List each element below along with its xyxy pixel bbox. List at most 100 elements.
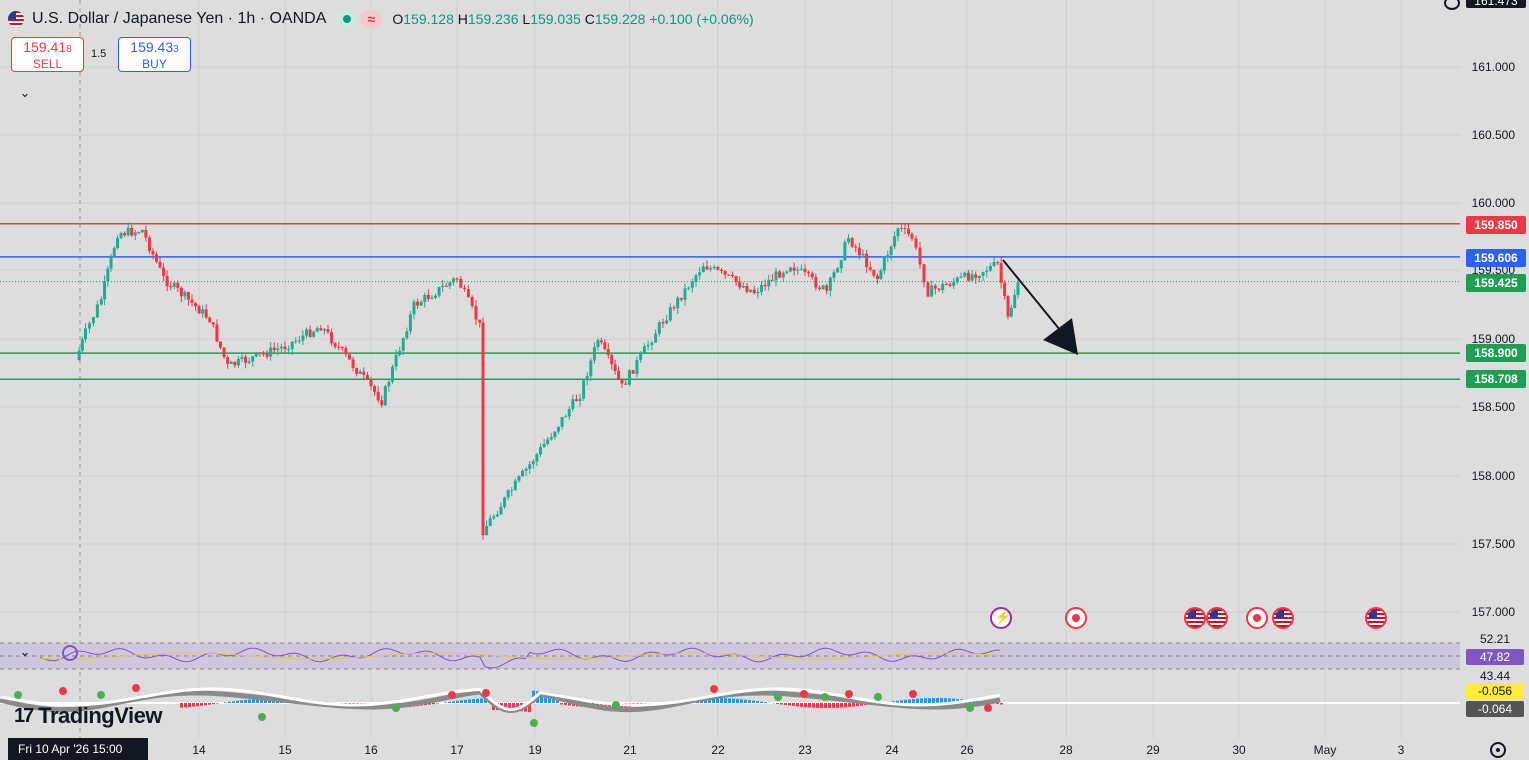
candle [785, 271, 789, 273]
candle [373, 386, 377, 392]
symbol-title[interactable]: U.S. Dollar / Japanese Yen · 1h · OANDA [32, 10, 327, 27]
macd-hist-bar [540, 691, 543, 703]
candle [868, 267, 872, 270]
candle [712, 266, 716, 269]
candle [914, 238, 918, 248]
us-event-icon[interactable] [1184, 607, 1206, 629]
macd-hist-bar [428, 703, 431, 705]
candle [215, 324, 219, 342]
candle [109, 256, 113, 269]
candle [879, 270, 883, 279]
candle [276, 348, 280, 351]
macd-hist-bar [856, 703, 859, 707]
candle [430, 297, 434, 299]
add-alert-icon[interactable] [1444, 0, 1460, 10]
candles [77, 222, 1020, 540]
macd-cross-dot [530, 719, 538, 727]
macd-hist-bar [444, 702, 447, 703]
macd-cross-dot [845, 690, 853, 698]
candle [408, 314, 412, 332]
macd-hist-bar [560, 703, 563, 705]
candle [165, 275, 169, 287]
candle [455, 278, 459, 280]
candle [106, 268, 110, 282]
lightning-event-icon[interactable] [990, 607, 1012, 629]
macd-hist-bar [840, 703, 843, 708]
candle [481, 322, 485, 536]
candle [567, 409, 571, 417]
macd-hist-bar [756, 701, 759, 703]
macd-hist-bar [932, 698, 935, 703]
settings-gear-icon[interactable] [1490, 742, 1506, 758]
macd-cross-dot [14, 691, 22, 699]
candle [803, 268, 807, 272]
candle [416, 301, 420, 306]
candle [513, 480, 517, 491]
candle [639, 352, 643, 360]
candle [1003, 282, 1007, 296]
time-label: 24 [885, 743, 899, 757]
candle [169, 286, 173, 288]
candle [510, 490, 514, 492]
candle [723, 270, 727, 275]
candle [201, 309, 205, 314]
rsi-collapse-chevron-icon[interactable]: ⌄ [19, 644, 31, 659]
candle [642, 346, 646, 353]
candle [283, 346, 287, 350]
macd-hist-bar [228, 701, 231, 703]
macd-hist-bar [848, 703, 851, 707]
event-marker-icon[interactable] [1065, 607, 1087, 629]
candle [977, 275, 981, 279]
candle [337, 346, 341, 348]
buy-button[interactable]: 159.433 BUY [118, 37, 191, 72]
ohlc-values: O159.128 H159.236 L159.035 C159.228 +0.1… [392, 11, 754, 27]
candle [546, 439, 550, 445]
collapse-chevron-icon[interactable]: ⌄ [19, 85, 31, 100]
level-tag-159606: 159.606 [1466, 249, 1526, 267]
macd-line [0, 687, 1001, 712]
macd-hist-bar [464, 699, 467, 703]
approx-icon[interactable]: ≈ [360, 10, 383, 28]
candle [405, 331, 409, 339]
candle [140, 230, 144, 233]
rsi-lower-tag: 43.44 [1479, 669, 1511, 683]
macd-hist-bar [904, 699, 907, 703]
candle [730, 274, 734, 277]
event-marker-icon[interactable] [1246, 607, 1268, 629]
sell-button[interactable]: 159.418 SELL [11, 37, 84, 72]
macd-hist-bar [836, 703, 839, 708]
macd-hist-bar [860, 703, 863, 706]
candle [488, 518, 492, 526]
macd-hist-bar [224, 702, 227, 703]
macd-hist-bar [204, 703, 207, 706]
candle [258, 352, 262, 354]
candle [839, 260, 843, 269]
time-label: 19 [528, 743, 542, 757]
candle [963, 272, 967, 277]
macd-hist-bar [796, 703, 799, 707]
macd-hist-bar [212, 703, 215, 705]
crosshair-time-label: Fri 10 Apr '26 15:00 [8, 738, 148, 760]
candle [799, 268, 803, 270]
us-event-icon[interactable] [1365, 607, 1387, 629]
candle [112, 248, 116, 257]
price-tick: 160.000 [1471, 196, 1515, 210]
macd-hist-bar [264, 698, 267, 703]
candle [944, 283, 948, 285]
price-chart[interactable] [0, 0, 1460, 738]
candle [796, 269, 800, 271]
candle [654, 333, 658, 343]
macd-hist-bar [236, 700, 239, 703]
macd-hist-bar [448, 701, 451, 703]
time-axis[interactable]: 14 15 16 17 19 21 22 23 24 26 28 29 30 M… [0, 738, 1460, 760]
tradingview-logo[interactable]: 17 TradingView [14, 703, 162, 728]
us-event-icon[interactable] [1206, 607, 1228, 629]
us-event-icon[interactable] [1272, 607, 1294, 629]
macd-hist-bar [244, 699, 247, 703]
macd-hist-bar [724, 698, 727, 703]
macd-hist-bar [568, 703, 571, 706]
candle [251, 356, 255, 362]
candle [158, 261, 162, 268]
market-status-icon[interactable] [336, 10, 359, 28]
candle [665, 320, 669, 324]
